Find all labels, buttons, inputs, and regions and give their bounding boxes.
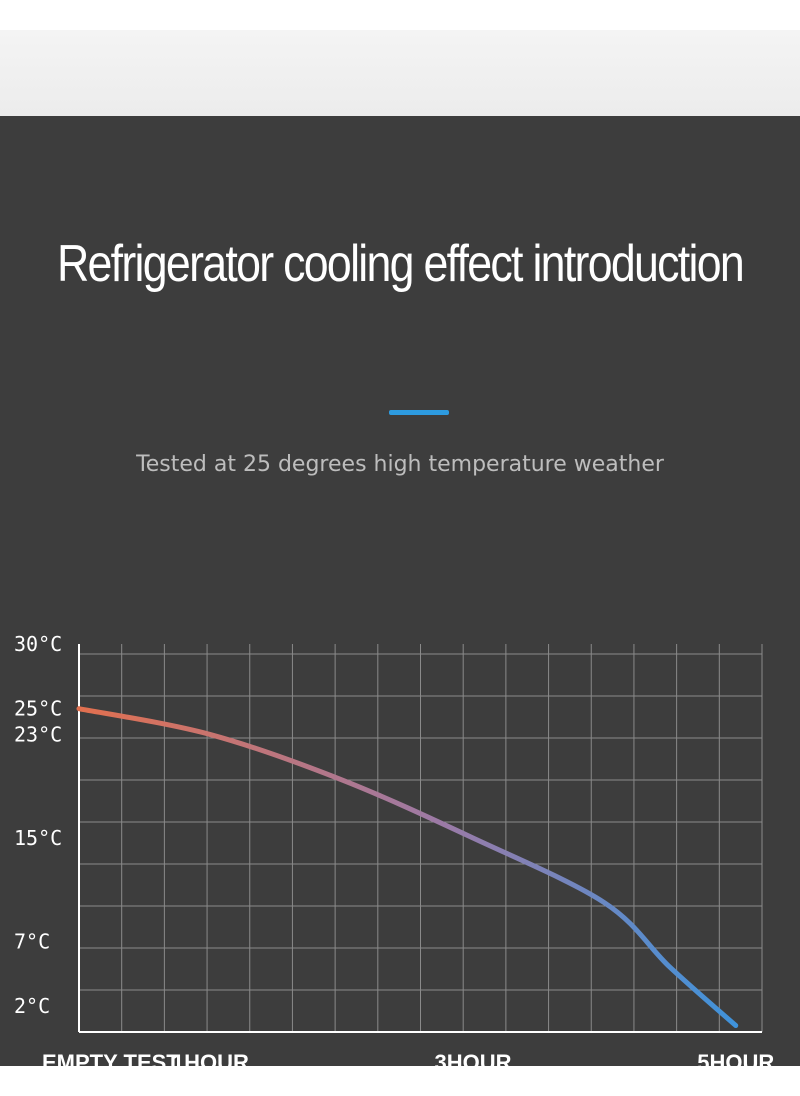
page-subtitle: Tested at 25 degrees high temperature we… — [136, 452, 664, 477]
y-tick-label: 25°C — [14, 697, 62, 721]
top-banner — [0, 30, 800, 116]
series-line — [76, 706, 739, 1029]
chart-grid — [79, 644, 763, 1032]
y-tick-label: 30°C — [14, 632, 62, 656]
x-tick-label: 5HOUR — [697, 1050, 774, 1066]
y-tick-label: 23°C — [14, 723, 62, 747]
y-tick-label: 7°C — [14, 929, 50, 953]
accent-divider — [389, 410, 449, 415]
series-layer — [76, 706, 739, 1029]
y-tick-label: 15°C — [14, 826, 62, 850]
page-title: Refrigerator cooling effect introduction — [56, 235, 745, 293]
x-tick-label: 1HOUR — [172, 1050, 249, 1066]
x-tick-label: 3HOUR — [435, 1050, 512, 1066]
y-tick-labels: 30°C 25°C23°C 15°C 7°C 2°C — [14, 632, 62, 1018]
chart-panel: Refrigerator cooling effect introduction… — [0, 116, 800, 1066]
y-tick-label: 2°C — [14, 994, 50, 1018]
x-tick-label: EMPTY TEST — [42, 1050, 180, 1066]
